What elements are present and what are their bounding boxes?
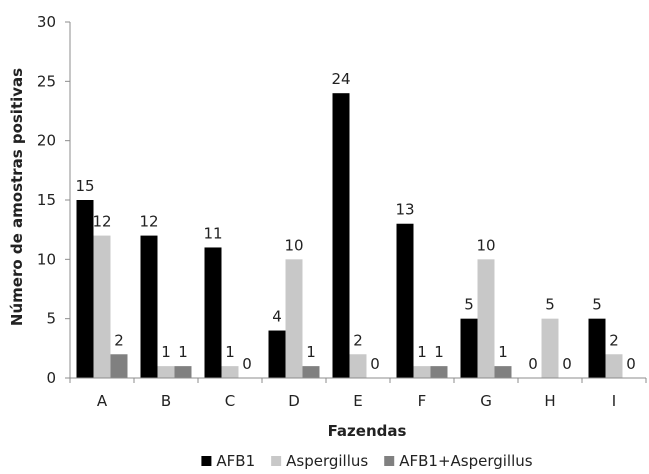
data-label: 11 <box>203 224 222 242</box>
bar-aspergillus-a <box>93 235 111 378</box>
data-label: 0 <box>528 355 538 373</box>
data-label: 2 <box>353 331 363 349</box>
data-label: 0 <box>626 355 636 373</box>
data-label: 1 <box>417 343 427 361</box>
legend-swatch <box>271 456 282 466</box>
data-label: 12 <box>92 213 111 231</box>
y-tick-label: 25 <box>37 72 56 90</box>
bar-afb1-c <box>204 247 222 378</box>
data-label: 1 <box>161 343 171 361</box>
data-label: 5 <box>592 296 602 314</box>
data-label: 5 <box>464 296 474 314</box>
bar-aspergillus-d <box>285 259 303 378</box>
bar-afb1-b <box>140 235 158 378</box>
x-tick-label: F <box>418 392 427 410</box>
bar-aspergillus-c <box>221 366 239 378</box>
data-label: 4 <box>272 308 282 326</box>
x-tick-label: A <box>97 392 108 410</box>
data-label: 10 <box>476 236 495 254</box>
legend-item: Aspergillus <box>271 452 368 470</box>
bar-aspergillus-e <box>349 354 367 378</box>
y-tick-label: 30 <box>37 13 56 31</box>
bar-afb1-d <box>268 330 286 378</box>
x-axis-title: Fazendas <box>328 422 407 440</box>
data-label: 0 <box>242 355 252 373</box>
legend-swatch <box>201 456 212 466</box>
bar-afb1-aspergillus-d <box>302 366 320 378</box>
bar-afb1-aspergillus-a <box>110 354 128 378</box>
y-tick-label: 10 <box>37 250 56 268</box>
bar-aspergillus-b <box>157 366 175 378</box>
data-label: 1 <box>498 343 508 361</box>
bar-afb1-aspergillus-b <box>174 366 192 378</box>
bar-afb1-g <box>460 318 478 378</box>
data-label: 1 <box>306 343 316 361</box>
legend-swatch <box>384 456 395 466</box>
legend-label: Aspergillus <box>286 452 368 470</box>
data-label: 1 <box>178 343 188 361</box>
y-tick-label: 15 <box>37 191 56 209</box>
y-tick-label: 20 <box>37 132 56 150</box>
bar-afb1-f <box>396 223 414 378</box>
data-label: 1 <box>434 343 444 361</box>
legend-label: AFB1+Aspergillus <box>399 452 533 470</box>
bar-aspergillus-g <box>477 259 495 378</box>
bar-afb1-aspergillus-f <box>430 366 448 378</box>
bar-aspergillus-h <box>541 318 559 378</box>
data-label: 2 <box>114 331 124 349</box>
x-tick-label: D <box>288 392 300 410</box>
data-label: 24 <box>331 70 350 88</box>
x-tick-label: H <box>544 392 555 410</box>
x-tick-label: G <box>480 392 492 410</box>
data-label: 10 <box>284 236 303 254</box>
y-axis-ticks: 0 5 10 15 20 25 30 <box>37 13 70 387</box>
legend-item: AFB1 <box>201 452 255 470</box>
data-label: 2 <box>609 331 619 349</box>
bars <box>76 93 623 378</box>
data-label: 0 <box>562 355 572 373</box>
data-label: 0 <box>370 355 380 373</box>
bar-afb1-aspergillus-g <box>494 366 512 378</box>
bar-afb1-a <box>76 200 94 378</box>
data-label: 15 <box>75 177 94 195</box>
data-label: 5 <box>545 296 555 314</box>
bar-afb1-i <box>588 318 606 378</box>
data-label: 12 <box>139 213 158 231</box>
bar-aspergillus-f <box>413 366 431 378</box>
data-label: 13 <box>395 201 414 219</box>
x-tick-label: C <box>225 392 235 410</box>
y-tick-label: 5 <box>46 310 56 328</box>
x-tick-label: B <box>161 392 171 410</box>
x-tick-label: E <box>353 392 362 410</box>
legend-item: AFB1+Aspergillus <box>384 452 533 470</box>
y-axis-title: Número de amostras positivas <box>8 68 26 326</box>
data-label: 1 <box>225 343 235 361</box>
legend-label: AFB1 <box>216 452 255 470</box>
legend: AFB1 Aspergillus AFB1+Aspergillus <box>201 452 533 470</box>
x-tick-label: I <box>612 392 616 410</box>
x-axis-ticks: A B C D E F G H I <box>69 378 647 410</box>
y-tick-label: 0 <box>46 369 56 387</box>
bar-aspergillus-i <box>605 354 623 378</box>
bar-afb1-e <box>332 93 350 378</box>
